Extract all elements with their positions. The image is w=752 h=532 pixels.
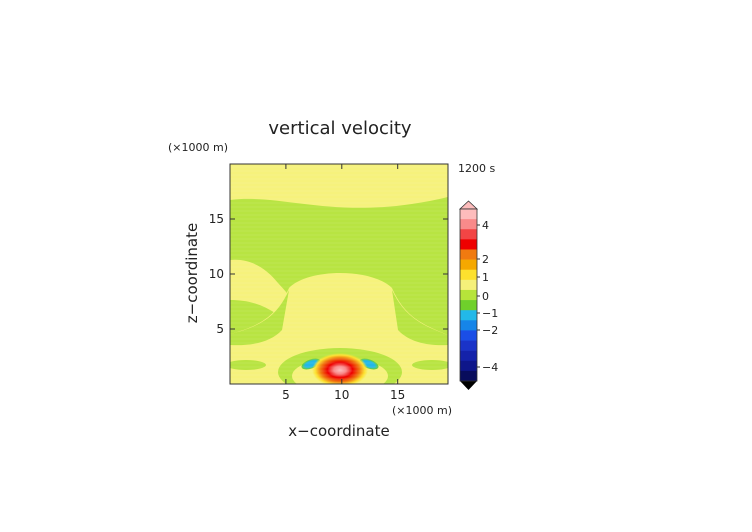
colorbar-swatch: [460, 289, 477, 301]
colorbar-swatch: [460, 370, 477, 382]
y-tick-label: 10: [209, 267, 224, 281]
right-low-green: [412, 360, 448, 370]
colorbar-swatch: [460, 239, 477, 250]
x-axis-label: x−coordinate: [288, 422, 389, 440]
colorbar-extend-top: [458, 200, 479, 210]
upper-yellow-notch: [230, 259, 300, 315]
colorbar-swatch: [460, 300, 477, 311]
y-axis-ticks: 5 10 15: [209, 212, 448, 336]
colorbar-swatch: [460, 209, 477, 220]
colorbar-frame: [459, 208, 478, 382]
colorbar: 4 2 1 0 −1 −2 −4: [458, 200, 498, 390]
x-tick-label: 15: [390, 388, 405, 402]
colorbar-extend-bottom: [460, 381, 477, 390]
colorbar-swatch: [460, 259, 477, 271]
chart-title: vertical velocity: [268, 118, 412, 139]
colorbar-label: −1: [482, 307, 498, 320]
plot-area: [230, 164, 448, 384]
colorbar-label: 4: [482, 219, 489, 232]
raster-lines: [230, 166, 448, 384]
colorbar-swatch: [460, 269, 477, 281]
colorbar-swatch: [460, 320, 477, 331]
y-tick-label: 5: [216, 322, 224, 336]
colorbar-swatch: [460, 340, 477, 351]
colorbar-label: −4: [482, 361, 498, 374]
lower-green-lobe-right: [392, 290, 448, 346]
colorbar-swatch: [460, 360, 477, 372]
updraft-core: [312, 353, 368, 384]
x-axis-ticks: 5 10 15: [282, 164, 405, 402]
y-unit-label: (×1000 m): [168, 141, 228, 154]
lower-green-lobe-left: [230, 290, 289, 346]
time-label: 1200 s: [458, 162, 495, 175]
colorbar-swatch: [460, 219, 477, 230]
colorbar-label: 1: [482, 271, 489, 284]
x-tick-label: 10: [334, 388, 349, 402]
colorbar-swatch: [460, 229, 477, 240]
colorbar-swatch: [460, 330, 477, 341]
colorbar-swatch: [460, 310, 477, 321]
colorbar-label: 0: [482, 290, 489, 303]
colorbar-swatch: [460, 249, 477, 260]
x-unit-label: (×1000 m): [392, 404, 452, 417]
colorbar-label: −2: [482, 324, 498, 337]
x-tick-label: 5: [282, 388, 290, 402]
left-low-green: [230, 360, 266, 370]
y-tick-label: 15: [209, 212, 224, 226]
y-axis-label: z−coordinate: [183, 223, 201, 323]
colorbar-label: 2: [482, 253, 489, 266]
colorbar-swatch: [460, 279, 477, 291]
upper-green-band: [230, 197, 448, 335]
colorbar-swatch: [460, 350, 477, 362]
